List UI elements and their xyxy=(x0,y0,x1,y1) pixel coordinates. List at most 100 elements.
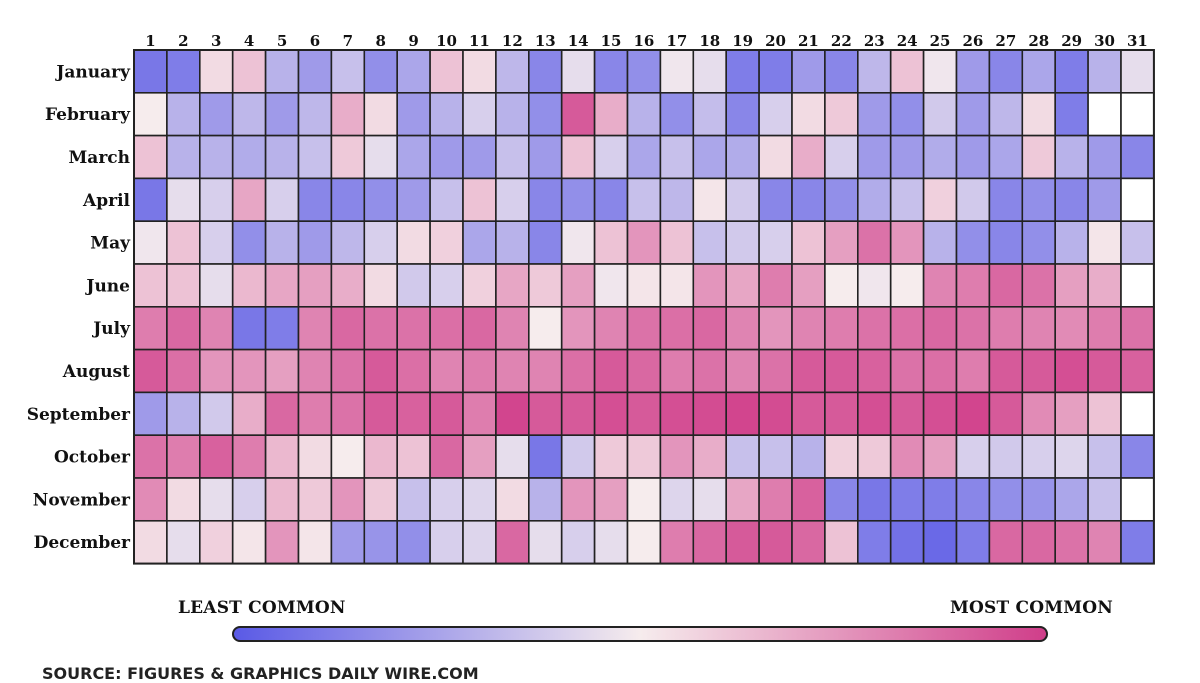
cell-august-4 xyxy=(231,348,267,394)
cell-march-17 xyxy=(659,134,695,180)
cell-november-30 xyxy=(1087,477,1122,522)
cell-may-13 xyxy=(527,220,563,265)
cell-october-8 xyxy=(363,434,398,479)
cell-february-28 xyxy=(1021,92,1056,137)
day-label-25: 25 xyxy=(930,32,951,50)
cell-july-22 xyxy=(824,305,859,351)
cell-may-16 xyxy=(626,220,662,265)
month-label-june: June xyxy=(84,276,130,296)
cell-june-3 xyxy=(199,263,234,308)
cell-july-4 xyxy=(231,305,267,351)
cell-april-27 xyxy=(988,177,1024,222)
cell-november-9 xyxy=(396,477,431,522)
cell-may-10 xyxy=(429,220,464,265)
cell-june-5 xyxy=(264,263,300,308)
cell-august-30 xyxy=(1087,348,1122,394)
cell-may-19 xyxy=(725,220,760,265)
heatmap-frame xyxy=(133,49,1155,565)
cell-june-21 xyxy=(791,263,826,308)
cell-june-20 xyxy=(758,263,793,308)
cell-february-25 xyxy=(922,92,958,137)
cell-june-1 xyxy=(133,263,168,308)
cell-july-10 xyxy=(429,305,464,351)
cell-december-10 xyxy=(429,519,464,565)
cell-march-26 xyxy=(955,134,991,180)
cell-august-21 xyxy=(791,348,826,394)
cell-march-22 xyxy=(824,134,859,180)
cell-january-28 xyxy=(1021,49,1056,94)
cell-june-31 xyxy=(1120,263,1155,308)
cell-may-31 xyxy=(1120,220,1155,265)
cell-november-26 xyxy=(955,477,991,522)
cell-august-12 xyxy=(495,348,530,394)
cell-may-18 xyxy=(692,220,727,265)
cell-june-6 xyxy=(297,263,333,308)
day-label-23: 23 xyxy=(864,32,885,50)
cell-july-12 xyxy=(495,305,530,351)
cell-december-22 xyxy=(824,519,859,565)
cell-may-21 xyxy=(791,220,826,265)
cell-may-29 xyxy=(1054,220,1089,265)
cell-july-18 xyxy=(692,305,727,351)
cell-april-25 xyxy=(922,177,958,222)
cell-june-4 xyxy=(231,263,267,308)
day-label-17: 17 xyxy=(666,32,687,50)
cell-june-2 xyxy=(166,263,201,308)
cell-april-31 xyxy=(1120,177,1155,222)
cell-november-29 xyxy=(1054,477,1089,522)
day-label-1: 1 xyxy=(145,32,155,50)
cell-july-14 xyxy=(560,305,596,351)
cell-january-24 xyxy=(889,49,925,94)
cell-january-15 xyxy=(593,49,629,94)
cell-march-6 xyxy=(297,134,333,180)
cell-march-7 xyxy=(330,134,366,180)
cell-march-25 xyxy=(922,134,958,180)
cell-july-30 xyxy=(1087,305,1122,351)
cell-november-28 xyxy=(1021,477,1056,522)
cell-january-22 xyxy=(824,49,859,94)
cell-december-19 xyxy=(725,519,760,565)
cell-may-27 xyxy=(988,220,1024,265)
cell-march-28 xyxy=(1021,134,1056,180)
cell-august-18 xyxy=(692,348,727,394)
cell-november-6 xyxy=(297,477,333,522)
cell-august-11 xyxy=(462,348,497,394)
cell-december-8 xyxy=(363,519,398,565)
cell-february-12 xyxy=(495,92,530,137)
cell-april-12 xyxy=(495,177,530,222)
cell-may-6 xyxy=(297,220,333,265)
cell-january-23 xyxy=(856,49,892,94)
cell-january-31 xyxy=(1120,49,1155,94)
cell-july-28 xyxy=(1021,305,1056,351)
cell-may-22 xyxy=(824,220,859,265)
cell-june-13 xyxy=(527,263,563,308)
day-label-13: 13 xyxy=(535,32,556,50)
cell-november-7 xyxy=(330,477,366,522)
cell-march-9 xyxy=(396,134,431,180)
cell-may-7 xyxy=(330,220,366,265)
cell-may-30 xyxy=(1087,220,1122,265)
cell-january-12 xyxy=(495,49,530,94)
cell-october-17 xyxy=(659,434,695,479)
cell-may-5 xyxy=(264,220,300,265)
cell-november-19 xyxy=(725,477,760,522)
cell-september-21 xyxy=(791,391,826,436)
cell-march-29 xyxy=(1054,134,1089,180)
cell-june-25 xyxy=(922,263,958,308)
cell-june-18 xyxy=(692,263,727,308)
cell-september-30 xyxy=(1087,391,1122,436)
cell-november-2 xyxy=(166,477,201,522)
cell-december-15 xyxy=(593,519,629,565)
cell-november-1 xyxy=(133,477,168,522)
cell-january-19 xyxy=(725,49,760,94)
cell-june-11 xyxy=(462,263,497,308)
cell-july-3 xyxy=(199,305,234,351)
day-label-28: 28 xyxy=(1028,32,1049,50)
day-label-30: 30 xyxy=(1094,32,1115,50)
cell-march-11 xyxy=(462,134,497,180)
cell-april-29 xyxy=(1054,177,1089,222)
cell-august-29 xyxy=(1054,348,1089,394)
cell-june-12 xyxy=(495,263,530,308)
day-label-3: 3 xyxy=(211,32,221,50)
cell-january-3 xyxy=(199,49,234,94)
